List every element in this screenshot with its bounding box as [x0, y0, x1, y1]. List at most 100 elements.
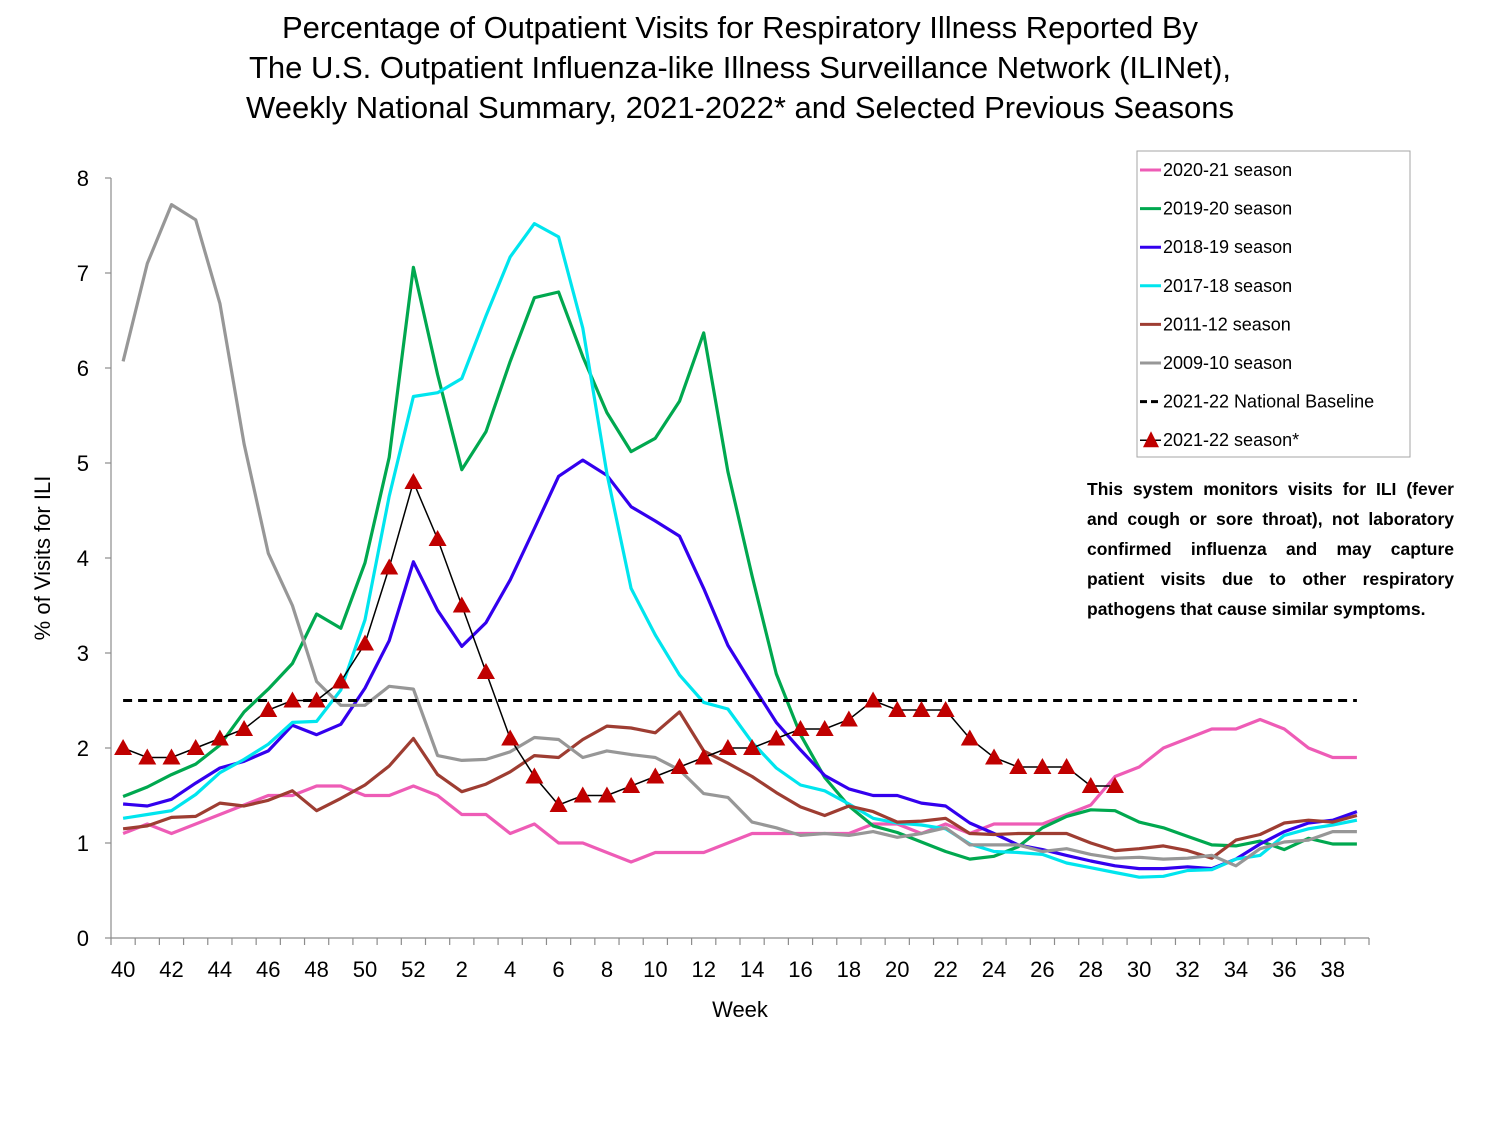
data-point-marker — [985, 748, 1004, 765]
data-point-marker — [694, 748, 713, 765]
data-point-marker — [235, 720, 254, 736]
data-point-marker — [186, 739, 205, 755]
x-tick-label: 30 — [1127, 957, 1151, 982]
legend: 2020-21 season 2019-20 season 2018-19 seas… — [1136, 150, 1411, 458]
data-point-marker — [1105, 777, 1124, 793]
x-tick-label: 36 — [1272, 957, 1296, 982]
x-tick-label: 10 — [643, 957, 667, 982]
chart-title-line-2: The U.S. Outpatient Influenza-like Illne… — [249, 50, 1231, 85]
series-line — [122, 717, 1357, 864]
data-point-marker — [864, 691, 883, 708]
series-line — [121, 203, 1357, 868]
series-2021-22-season- — [114, 473, 1124, 812]
data-point-marker — [138, 748, 157, 765]
data-point-marker — [501, 729, 520, 746]
x-tick-label: 32 — [1175, 957, 1199, 982]
series-2011-12-season — [122, 710, 1358, 860]
legend-label: 2020-21 season — [1163, 160, 1292, 180]
data-point-marker — [356, 634, 375, 651]
x-tick-label: 40 — [111, 957, 135, 982]
legend-label: 2021-22 National Baseline — [1163, 392, 1374, 412]
legend-label: 2011-12 season — [1163, 314, 1291, 334]
series-2009-10-season — [121, 203, 1357, 868]
chart-title: Percentage of Outpatient Visits for Resp… — [246, 10, 1234, 125]
data-point-marker — [718, 739, 737, 755]
legend-label: 2018-19 season — [1163, 237, 1292, 257]
data-point-marker — [622, 777, 641, 793]
data-point-marker — [1057, 758, 1076, 774]
data-point-marker — [404, 473, 423, 489]
legend-item: 2020-21 season — [1140, 160, 1292, 180]
data-point-marker — [259, 701, 278, 717]
series-line — [122, 710, 1358, 860]
y-tick-label: 0 — [77, 926, 89, 951]
data-point-marker — [114, 739, 133, 755]
x-tick-label: 16 — [788, 957, 812, 982]
x-tick-label: 50 — [353, 957, 377, 982]
legend-swatch-marker — [1143, 431, 1159, 448]
data-point-marker — [815, 720, 834, 736]
x-tick-label: 38 — [1320, 957, 1344, 982]
x-ticks: 40 42 44 46 48 50 52 2 4 6 8 10 12 14 16 18 20 22 24 26 28 30… — [110, 938, 1370, 982]
y-tick-label: 6 — [77, 356, 89, 381]
data-point-marker — [380, 558, 399, 575]
legend-label: 2021-22 season* — [1163, 430, 1299, 450]
series-2019-20-season — [122, 265, 1357, 861]
annotation-note: This system monitors visits for ILI (fev… — [1087, 479, 1454, 619]
y-tick-label: 4 — [77, 546, 89, 571]
x-tick-label: 42 — [159, 957, 183, 982]
data-point-marker — [936, 701, 955, 717]
data-point-marker — [476, 663, 495, 679]
y-tick-label: 7 — [77, 261, 89, 286]
x-tick-label: 12 — [691, 957, 715, 982]
legend-item: 2011-12 season — [1140, 314, 1291, 334]
legend-item: 2009-10 season — [1140, 353, 1292, 373]
series-2018-19-season — [122, 458, 1358, 871]
data-point-marker — [888, 701, 907, 717]
data-point-marker — [452, 596, 471, 613]
legend-label: 2009-10 season — [1163, 353, 1292, 373]
data-point-marker — [210, 729, 229, 746]
data-point-marker — [525, 767, 544, 784]
legend-item: 2021-22 National Baseline — [1140, 392, 1374, 412]
series-2017-18-season — [122, 222, 1358, 879]
legend-item: 2017-18 season — [1140, 276, 1292, 296]
series-layer — [114, 203, 1358, 879]
legend-label: 2019-20 season — [1163, 199, 1292, 219]
x-tick-label: 48 — [304, 957, 328, 982]
y-tick-label: 2 — [77, 736, 89, 761]
chart-title-line-3: Weekly National Summary, 2021-2022* and … — [246, 90, 1234, 125]
data-point-marker — [283, 691, 302, 708]
series-line — [122, 458, 1358, 871]
series-2020-21-season — [122, 717, 1357, 864]
legend-item: 2021-22 season* — [1140, 430, 1299, 450]
data-point-marker — [839, 710, 858, 727]
data-point-marker — [670, 758, 689, 774]
x-tick-label: 34 — [1224, 957, 1248, 982]
data-point-marker — [791, 720, 810, 736]
x-tick-label: 20 — [885, 957, 909, 982]
data-point-marker — [1081, 777, 1100, 793]
data-point-marker — [646, 767, 665, 784]
x-tick-label: 6 — [552, 957, 564, 982]
x-tick-label: 28 — [1079, 957, 1103, 982]
data-point-marker — [743, 739, 762, 755]
series-line — [122, 222, 1358, 879]
x-tick-label: 4 — [504, 957, 516, 982]
x-tick-label: 22 — [933, 957, 957, 982]
x-tick-label: 44 — [208, 957, 232, 982]
y-ticks: 0 1 2 3 4 5 6 7 8 — [77, 166, 111, 951]
x-axis-title: Week — [712, 997, 769, 1022]
x-tick-label: 14 — [740, 957, 764, 982]
data-point-marker — [1009, 758, 1028, 774]
data-point-marker — [549, 796, 568, 812]
y-tick-label: 1 — [77, 831, 89, 856]
y-axis-title: % of Visits for ILI — [30, 476, 55, 641]
y-tick-label: 5 — [77, 451, 89, 476]
x-tick-label: 18 — [837, 957, 861, 982]
data-point-marker — [767, 729, 786, 746]
x-tick-label: 2 — [456, 957, 468, 982]
y-tick-label: 8 — [77, 166, 89, 191]
data-point-marker — [573, 786, 592, 803]
